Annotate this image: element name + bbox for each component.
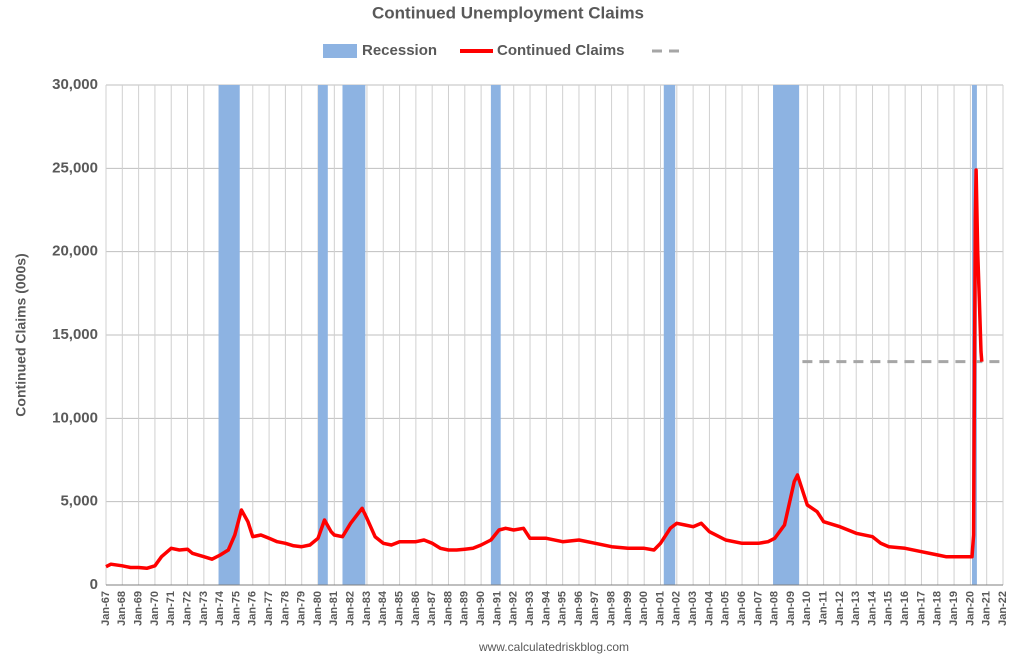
x-tick-label: Jan-73 bbox=[198, 591, 210, 626]
x-tick-label: Jan-71 bbox=[165, 591, 177, 626]
y-tick-label: 10,000 bbox=[52, 409, 98, 426]
recession-band bbox=[663, 85, 676, 585]
x-tick-label: Jan-85 bbox=[393, 591, 405, 626]
x-tick-label: Jan-95 bbox=[557, 591, 569, 626]
y-tick-label: 0 bbox=[90, 576, 98, 593]
x-tick-label: Jan-72 bbox=[181, 591, 193, 626]
source: www.calculatedriskblog.com bbox=[478, 640, 629, 654]
y-tick-label: 20,000 bbox=[52, 243, 98, 260]
x-tick-label: Jan-12 bbox=[834, 591, 846, 626]
x-tick-label: Jan-00 bbox=[638, 591, 650, 626]
y-tick-label: 30,000 bbox=[52, 76, 98, 93]
x-tick-label: Jan-94 bbox=[540, 590, 552, 626]
x-tick-label: Jan-92 bbox=[508, 591, 520, 626]
x-tick-label: Jan-07 bbox=[752, 591, 764, 626]
x-tick-label: Jan-99 bbox=[622, 591, 634, 626]
x-tick-label: Jan-02 bbox=[671, 591, 683, 626]
legend-label: Continued Claims bbox=[497, 42, 625, 59]
x-tick-label: Jan-68 bbox=[116, 591, 128, 626]
x-tick-label: Jan-09 bbox=[785, 591, 797, 626]
x-tick-label: Jan-80 bbox=[312, 591, 324, 626]
chart-title: Continued Unemployment Claims bbox=[372, 3, 644, 22]
x-tick-label: Jan-13 bbox=[850, 591, 862, 626]
x-tick-label: Jan-20 bbox=[964, 591, 976, 626]
x-tick-label: Jan-76 bbox=[247, 591, 259, 626]
recession-band bbox=[318, 85, 328, 585]
x-tick-label: Jan-06 bbox=[736, 591, 748, 626]
x-tick-label: Jan-78 bbox=[279, 591, 291, 626]
x-tick-label: Jan-81 bbox=[328, 591, 340, 626]
x-tick-label: Jan-70 bbox=[149, 591, 161, 626]
x-tick-label: Jan-79 bbox=[296, 591, 308, 626]
legend-label: Recession bbox=[362, 42, 437, 59]
x-tick-label: Jan-11 bbox=[818, 591, 830, 625]
series-line bbox=[105, 168, 984, 571]
x-tick-label: Jan-89 bbox=[459, 591, 471, 626]
x-tick-label: Jan-18 bbox=[932, 591, 944, 626]
x-tick-label: Jan-96 bbox=[573, 591, 585, 626]
x-tick-label: Jan-98 bbox=[605, 591, 617, 626]
x-tick-label: Jan-84 bbox=[377, 590, 389, 626]
x-tick-label: Jan-67 bbox=[100, 591, 112, 626]
recession-band bbox=[490, 85, 501, 585]
x-tick-label: Jan-22 bbox=[997, 591, 1009, 626]
x-tick-label: Jan-03 bbox=[687, 591, 699, 626]
x-tick-label: Jan-69 bbox=[133, 591, 145, 626]
x-tick-label: Jan-91 bbox=[491, 591, 503, 626]
x-tick-label: Jan-16 bbox=[899, 591, 911, 626]
x-tick-label: Jan-75 bbox=[230, 591, 242, 626]
x-tick-label: Jan-19 bbox=[948, 591, 960, 626]
x-tick-label: Jan-83 bbox=[361, 591, 373, 626]
recession-band bbox=[342, 85, 366, 585]
x-tick-label: Jan-90 bbox=[475, 591, 487, 626]
x-tick-label: Jan-14 bbox=[866, 590, 878, 626]
x-tick-label: Jan-17 bbox=[915, 591, 927, 626]
y-axis-label: Continued Claims (000s) bbox=[13, 253, 29, 416]
x-tick-label: Jan-87 bbox=[426, 591, 438, 626]
x-tick-label: Jan-97 bbox=[589, 591, 601, 626]
x-tick-label: Jan-82 bbox=[345, 591, 357, 626]
x-tick-label: Jan-05 bbox=[720, 591, 732, 626]
x-tick-label: Jan-08 bbox=[769, 591, 781, 626]
x-tick-label: Jan-21 bbox=[981, 591, 993, 626]
y-tick-label: 5,000 bbox=[60, 493, 98, 510]
recession-band bbox=[773, 85, 800, 585]
x-tick-label: Jan-01 bbox=[654, 591, 666, 626]
x-tick-label: Jan-93 bbox=[524, 591, 536, 626]
x-tick-label: Jan-15 bbox=[883, 591, 895, 626]
y-tick-label: 15,000 bbox=[52, 326, 98, 343]
legend-swatch bbox=[323, 44, 357, 58]
x-tick-label: Jan-86 bbox=[410, 591, 422, 626]
y-tick-label: 25,000 bbox=[52, 159, 98, 176]
x-tick-label: Jan-10 bbox=[801, 591, 813, 626]
x-tick-label: Jan-04 bbox=[703, 590, 715, 626]
x-tick-label: Jan-88 bbox=[442, 591, 454, 626]
x-tick-label: Jan-77 bbox=[263, 591, 275, 626]
x-tick-label: Jan-74 bbox=[214, 590, 226, 626]
recession-band bbox=[218, 85, 240, 585]
